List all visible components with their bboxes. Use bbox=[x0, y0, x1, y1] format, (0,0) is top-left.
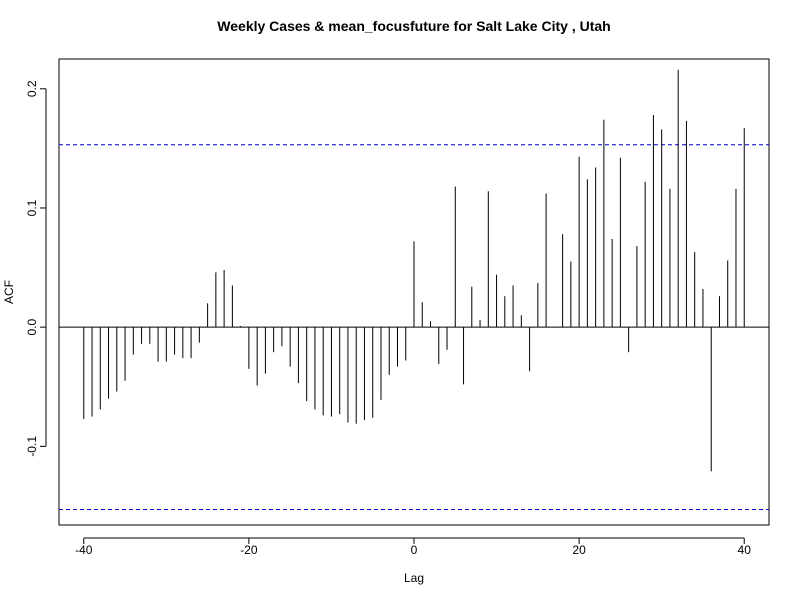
x-tick-label: -40 bbox=[75, 543, 93, 557]
x-tick-label: 0 bbox=[411, 543, 418, 557]
x-axis-label: Lag bbox=[404, 571, 424, 585]
y-tick-label: 0.2 bbox=[25, 80, 39, 97]
chart-marks: -40 -20 0 20 40 -0.1 0.0 0.1 0.2 bbox=[25, 69, 769, 557]
chart-title: Weekly Cases & mean_focusfuture for Salt… bbox=[217, 18, 610, 34]
x-tick-label: -20 bbox=[240, 543, 258, 557]
y-tick-label: 0.1 bbox=[25, 199, 39, 216]
x-tick-label: 40 bbox=[738, 543, 752, 557]
plot-frame bbox=[58, 58, 770, 526]
x-tick-label: 20 bbox=[572, 543, 586, 557]
y-tick-label: 0.0 bbox=[25, 318, 39, 335]
y-tick-label: -0.1 bbox=[25, 436, 39, 457]
y-axis-label: ACF bbox=[2, 280, 16, 304]
